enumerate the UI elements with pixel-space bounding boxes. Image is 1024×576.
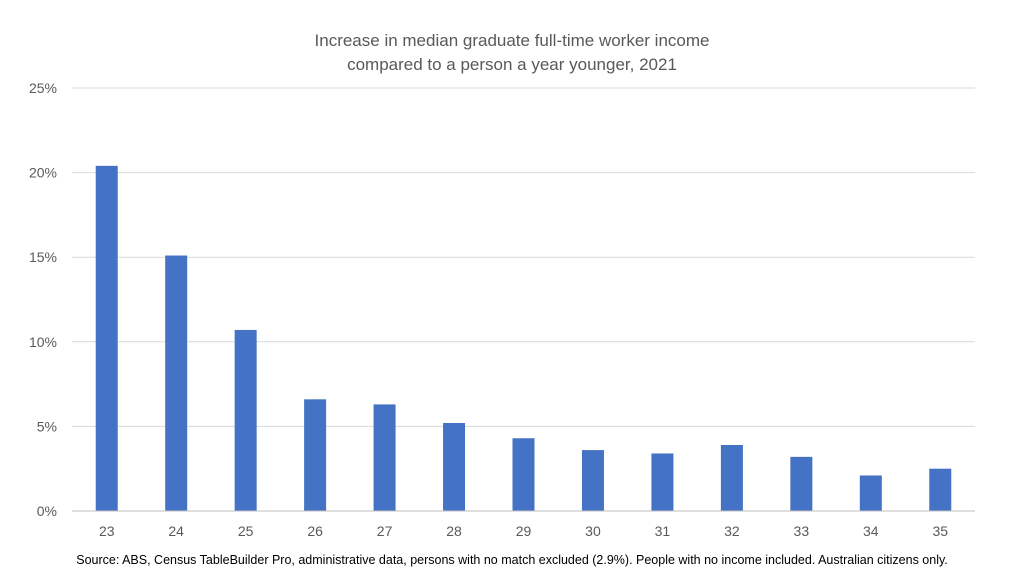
x-tick-label: 24 [168,523,184,539]
chart-title-line-1: Increase in median graduate full-time wo… [314,31,710,50]
x-tick-label: 30 [585,523,601,539]
bar [859,475,882,511]
bar [95,165,118,511]
y-tick-label: 15% [29,249,57,265]
x-tick-label: 31 [655,523,671,539]
x-tick-label: 26 [307,523,323,539]
y-tick-label: 25% [29,80,57,96]
bar [512,438,535,511]
x-tick-label: 25 [238,523,254,539]
x-tick-label: 32 [724,523,740,539]
source-note: Source: ABS, Census TableBuilder Pro, ad… [76,553,948,567]
bar [373,404,396,511]
bar [443,423,466,511]
x-tick-label: 33 [794,523,810,539]
x-tick-label: 27 [377,523,393,539]
bar [790,456,813,511]
x-tick-label: 23 [99,523,115,539]
bar [581,450,604,511]
bar [720,445,743,511]
bar [651,453,674,511]
x-tick-label: 34 [863,523,879,539]
y-tick-label: 0% [37,503,57,519]
bar [234,329,257,511]
chart-title-line-2: compared to a person a year younger, 202… [347,55,677,74]
x-tick-label: 35 [932,523,948,539]
x-tick-label: 29 [516,523,532,539]
y-tick-label: 20% [29,165,57,181]
bar [304,399,327,511]
bar [929,468,952,511]
x-tick-label: 28 [446,523,462,539]
y-tick-label: 10% [29,334,57,350]
bar [165,255,188,511]
y-tick-label: 5% [37,418,57,434]
